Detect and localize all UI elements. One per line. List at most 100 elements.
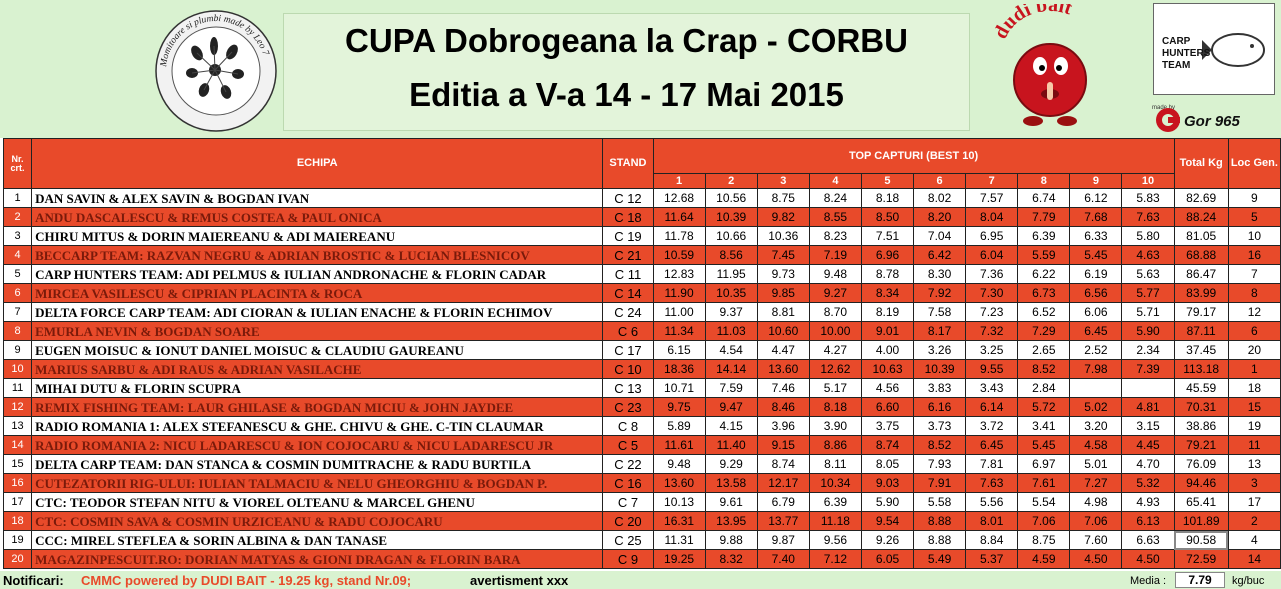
stand-cell: C 16 [602, 473, 654, 493]
header-capture-4: 4 [808, 173, 862, 189]
rank-cell: 19 [1227, 416, 1281, 436]
table-row: 11 MIHAI DUTU & FLORIN SCUPRA C 13 10.71 7.5… [2, 378, 1281, 398]
row-number: 3 [2, 226, 33, 246]
catch-cell: 8.81 [756, 302, 810, 322]
catch-cell: 7.63 [965, 473, 1019, 493]
catch-cell: 16.31 [652, 511, 706, 531]
catch-cell: 8.19 [860, 302, 915, 322]
rank-cell: 11 [1227, 435, 1281, 455]
catch-cell: 3.43 [965, 378, 1019, 398]
svg-text:dudi bait: dudi bait [989, 4, 1075, 43]
catch-cell: 7.06 [1069, 511, 1123, 531]
catch-cell: 4.63 [1121, 245, 1175, 265]
catch-cell: 9.27 [808, 283, 862, 303]
row-number: 18 [2, 511, 33, 531]
svg-text:TEAM: TEAM [1162, 60, 1190, 71]
rank-cell: 3 [1227, 473, 1281, 493]
catch-cell: 6.22 [1017, 264, 1071, 284]
rank-cell: 12 [1227, 302, 1281, 322]
rank-cell: 16 [1227, 245, 1281, 265]
catch-cell: 8.78 [860, 264, 915, 284]
total-kg-cell: 76.09 [1173, 454, 1229, 474]
catch-cell: 4.15 [704, 416, 758, 436]
catch-cell: 6.13 [1121, 511, 1175, 531]
row-number: 2 [2, 207, 33, 227]
catch-cell: 8.84 [965, 530, 1019, 550]
catch-cell: 3.15 [1121, 416, 1175, 436]
catch-cell: 11.03 [704, 321, 758, 341]
catch-cell: 10.35 [704, 283, 758, 303]
row-number: 6 [2, 283, 33, 303]
table-row: 14 RADIO ROMANIA 2: NICU LADARESCU & ION … [2, 435, 1281, 455]
row-number: 19 [2, 530, 33, 550]
catch-cell: 8.04 [965, 207, 1019, 227]
catch-cell: 6.15 [652, 340, 706, 360]
catch-cell: 8.75 [756, 188, 810, 208]
catch-cell: 5.83 [1121, 188, 1175, 208]
rank-cell: 18 [1227, 378, 1281, 398]
stand-cell: C 12 [602, 188, 654, 208]
catch-cell: 5.58 [913, 492, 967, 512]
catch-cell: 7.32 [965, 321, 1019, 341]
stand-cell: C 10 [602, 359, 654, 379]
stand-cell: C 21 [602, 245, 654, 265]
catch-cell: 9.73 [756, 264, 810, 284]
catch-cell: 8.23 [808, 226, 862, 246]
stand-cell: C 20 [602, 511, 654, 531]
team-name: MIRCEA VASILESCU & CIPRIAN PLACINTA & RO… [31, 283, 604, 303]
total-kg-cell: 72.59 [1173, 549, 1229, 569]
catch-cell: 9.29 [704, 454, 758, 474]
catch-cell: 8.32 [704, 549, 758, 569]
catch-cell: 8.18 [860, 188, 915, 208]
catch-cell: 7.36 [965, 264, 1019, 284]
catch-cell: 11.78 [652, 226, 706, 246]
catch-cell: 9.61 [704, 492, 758, 512]
catch-cell: 7.39 [1121, 359, 1175, 379]
catch-cell: 5.54 [1017, 492, 1071, 512]
catch-cell: 5.77 [1121, 283, 1175, 303]
results-table: Nr. crt. ECHIPA STAND TOP CAPTURI (BEST … [2, 138, 1281, 569]
team-name: RADIO ROMANIA 1: ALEX STEFANESCU & GHE. … [31, 416, 604, 436]
dudi-bait-logo: dudi bait [989, 4, 1087, 126]
catch-cell: 2.52 [1069, 340, 1123, 360]
catch-cell: 8.50 [860, 207, 915, 227]
catch-cell: 13.95 [704, 511, 758, 531]
page-title: CUPA Dobrogeana la Crap - CORBU [345, 22, 908, 59]
catch-cell: 7.81 [965, 454, 1019, 474]
row-number: 11 [2, 378, 33, 398]
table-row: 8 EMURLA NEVIN & BOGDAN SOARE C 6 11.34 11.0… [2, 321, 1281, 341]
total-kg-cell: 79.17 [1173, 302, 1229, 322]
catch-cell: 3.72 [965, 416, 1019, 436]
catch-cell: 9.48 [652, 454, 706, 474]
team-name: MIHAI DUTU & FLORIN SCUPRA [31, 378, 604, 398]
header-top-catches: TOP CAPTURI (BEST 10) [652, 138, 1175, 174]
catch-cell: 4.70 [1121, 454, 1175, 474]
catch-cell: 6.33 [1069, 226, 1123, 246]
row-number: 4 [2, 245, 33, 265]
table-row: 12 REMIX FISHING TEAM: LAUR GHILASE & BOG… [2, 397, 1281, 417]
total-kg-cell: 90.58 [1173, 530, 1229, 550]
team-name: MARIUS SARBU & ADI RAUS & ADRIAN VASILAC… [31, 359, 604, 379]
catch-cell: 8.88 [913, 530, 967, 550]
catch-cell: 10.00 [808, 321, 862, 341]
rank-cell: 14 [1227, 549, 1281, 569]
table-row: 15 DELTA CARP TEAM: DAN STANCA & COSMIN D… [2, 454, 1281, 474]
catch-cell: 5.89 [652, 416, 706, 436]
catch-cell: 11.95 [704, 264, 758, 284]
catch-cell: 10.39 [913, 359, 967, 379]
total-kg-cell: 82.69 [1173, 188, 1229, 208]
catch-cell: 10.59 [652, 245, 706, 265]
stand-cell: C 22 [602, 454, 654, 474]
catch-cell: 9.85 [756, 283, 810, 303]
catch-cell: 10.60 [756, 321, 810, 341]
catch-cell: 12.83 [652, 264, 706, 284]
table-row: 19 CCC: MIREL STEFLEA & SORIN ALBINA & DA… [2, 530, 1281, 550]
catch-cell: 5.56 [965, 492, 1019, 512]
table-row: 13 RADIO ROMANIA 1: ALEX STEFANESCU & GHE… [2, 416, 1281, 436]
catch-cell: 11.90 [652, 283, 706, 303]
table-row: 10 MARIUS SARBU & ADI RAUS & ADRIAN VASIL… [2, 359, 1281, 379]
catch-cell: 4.59 [1017, 549, 1071, 569]
catch-cell: 7.51 [860, 226, 915, 246]
catch-cell: 8.55 [808, 207, 862, 227]
catch-cell: 8.75 [1017, 530, 1071, 550]
